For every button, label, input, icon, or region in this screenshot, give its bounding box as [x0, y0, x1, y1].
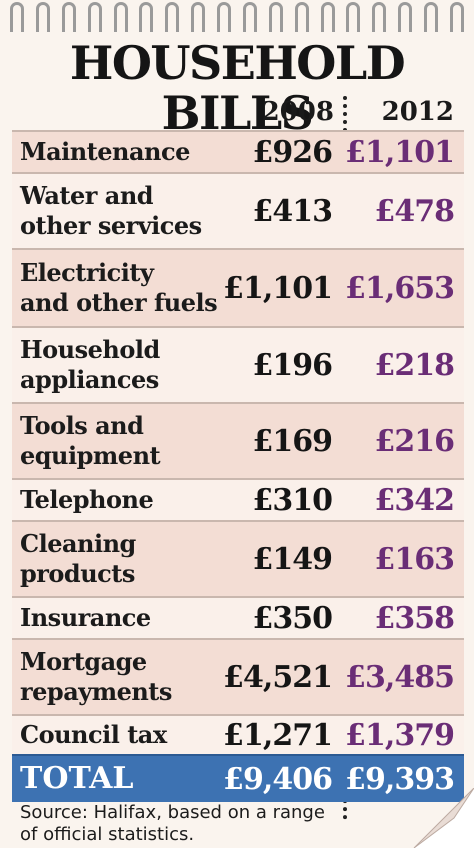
binding-ring — [217, 2, 231, 32]
table-row: Tools and equipment £169 £216 — [12, 402, 464, 478]
binding-ring — [372, 2, 387, 32]
spiral-binding — [0, 0, 474, 40]
row-label: Mortgage repayments — [20, 647, 172, 706]
binding-ring — [139, 2, 154, 32]
row-label: Council tax — [20, 720, 167, 749]
year-header: 2008 2012 — [0, 94, 474, 130]
value-2008: £196 — [252, 347, 333, 383]
binding-ring — [346, 2, 361, 32]
value-2008: £310 — [252, 482, 333, 518]
page-title: HOUSEHOLD BILLS — [69, 36, 406, 140]
value-2008: £1,271 — [223, 717, 333, 753]
value-2008: £1,101 — [223, 270, 333, 306]
row-label: Household appliances — [20, 335, 160, 394]
value-2008: £926 — [252, 134, 333, 170]
value-2012: £358 — [374, 600, 455, 636]
value-2008: £4,521 — [223, 659, 333, 695]
table-row: Electricity and other fuels £1,101 £1,653 — [12, 248, 464, 326]
row-label: Telephone — [20, 485, 154, 514]
value-2012: £1,379 — [345, 717, 455, 753]
row-label: Electricity and other fuels — [20, 258, 218, 317]
binding-ring — [268, 2, 283, 32]
binding-ring — [242, 2, 257, 32]
table-row: Cleaning products £149 £163 — [12, 520, 464, 596]
binding-ring — [165, 2, 180, 32]
binding-ring — [61, 2, 76, 32]
value-2012: £1,101 — [345, 134, 455, 170]
binding-ring — [10, 2, 24, 32]
value-2012: £216 — [374, 423, 455, 459]
year-2008-header: 2008 — [261, 97, 334, 127]
row-label: Cleaning products — [20, 529, 136, 588]
row-label: Maintenance — [20, 137, 190, 166]
binding-ring — [398, 2, 413, 32]
year-2012-header: 2012 — [381, 97, 454, 127]
value-2008: £413 — [252, 193, 333, 229]
value-2012: £218 — [374, 347, 455, 383]
value-2012: £1,653 — [345, 270, 455, 306]
total-2008: £9,406 — [223, 761, 333, 797]
binding-ring — [320, 2, 335, 32]
total-2012: £9,393 — [345, 761, 455, 797]
binding-ring — [449, 2, 464, 32]
table-row: Household appliances £196 £218 — [12, 326, 464, 402]
row-label: Insurance — [20, 603, 151, 632]
binding-ring — [424, 2, 438, 32]
binding-ring — [87, 2, 102, 32]
binding-ring — [35, 2, 50, 32]
total-row: TOTAL £9,406 £9,393 — [12, 754, 464, 802]
value-2008: £169 — [252, 423, 333, 459]
row-label: Tools and equipment — [20, 411, 161, 470]
total-label: TOTAL — [20, 761, 134, 796]
value-2008: £149 — [252, 541, 333, 577]
binding-ring — [113, 2, 128, 32]
page-curl-corner — [413, 788, 474, 848]
table-row: Insurance £350 £358 — [12, 596, 464, 638]
bills-table: Maintenance £926 £1,101 Water and other s… — [12, 130, 464, 754]
table-row: Mortgage repayments £4,521 £3,485 — [12, 638, 464, 714]
value-2012: £163 — [374, 541, 455, 577]
row-label: Water and other services — [20, 181, 202, 240]
table-row: Water and other services £413 £478 — [12, 172, 464, 248]
binding-ring — [191, 2, 206, 32]
table-row: Telephone £310 £342 — [12, 478, 464, 520]
value-2012: £3,485 — [345, 659, 455, 695]
source-note: Source: Halifax, based on a range of offi… — [20, 802, 325, 845]
value-2012: £478 — [374, 193, 455, 229]
binding-ring — [294, 2, 309, 32]
value-2012: £342 — [374, 482, 455, 518]
table-row: Council tax £1,271 £1,379 — [12, 714, 464, 754]
value-2008: £350 — [252, 600, 333, 636]
table-row: Maintenance £926 £1,101 — [12, 130, 464, 172]
